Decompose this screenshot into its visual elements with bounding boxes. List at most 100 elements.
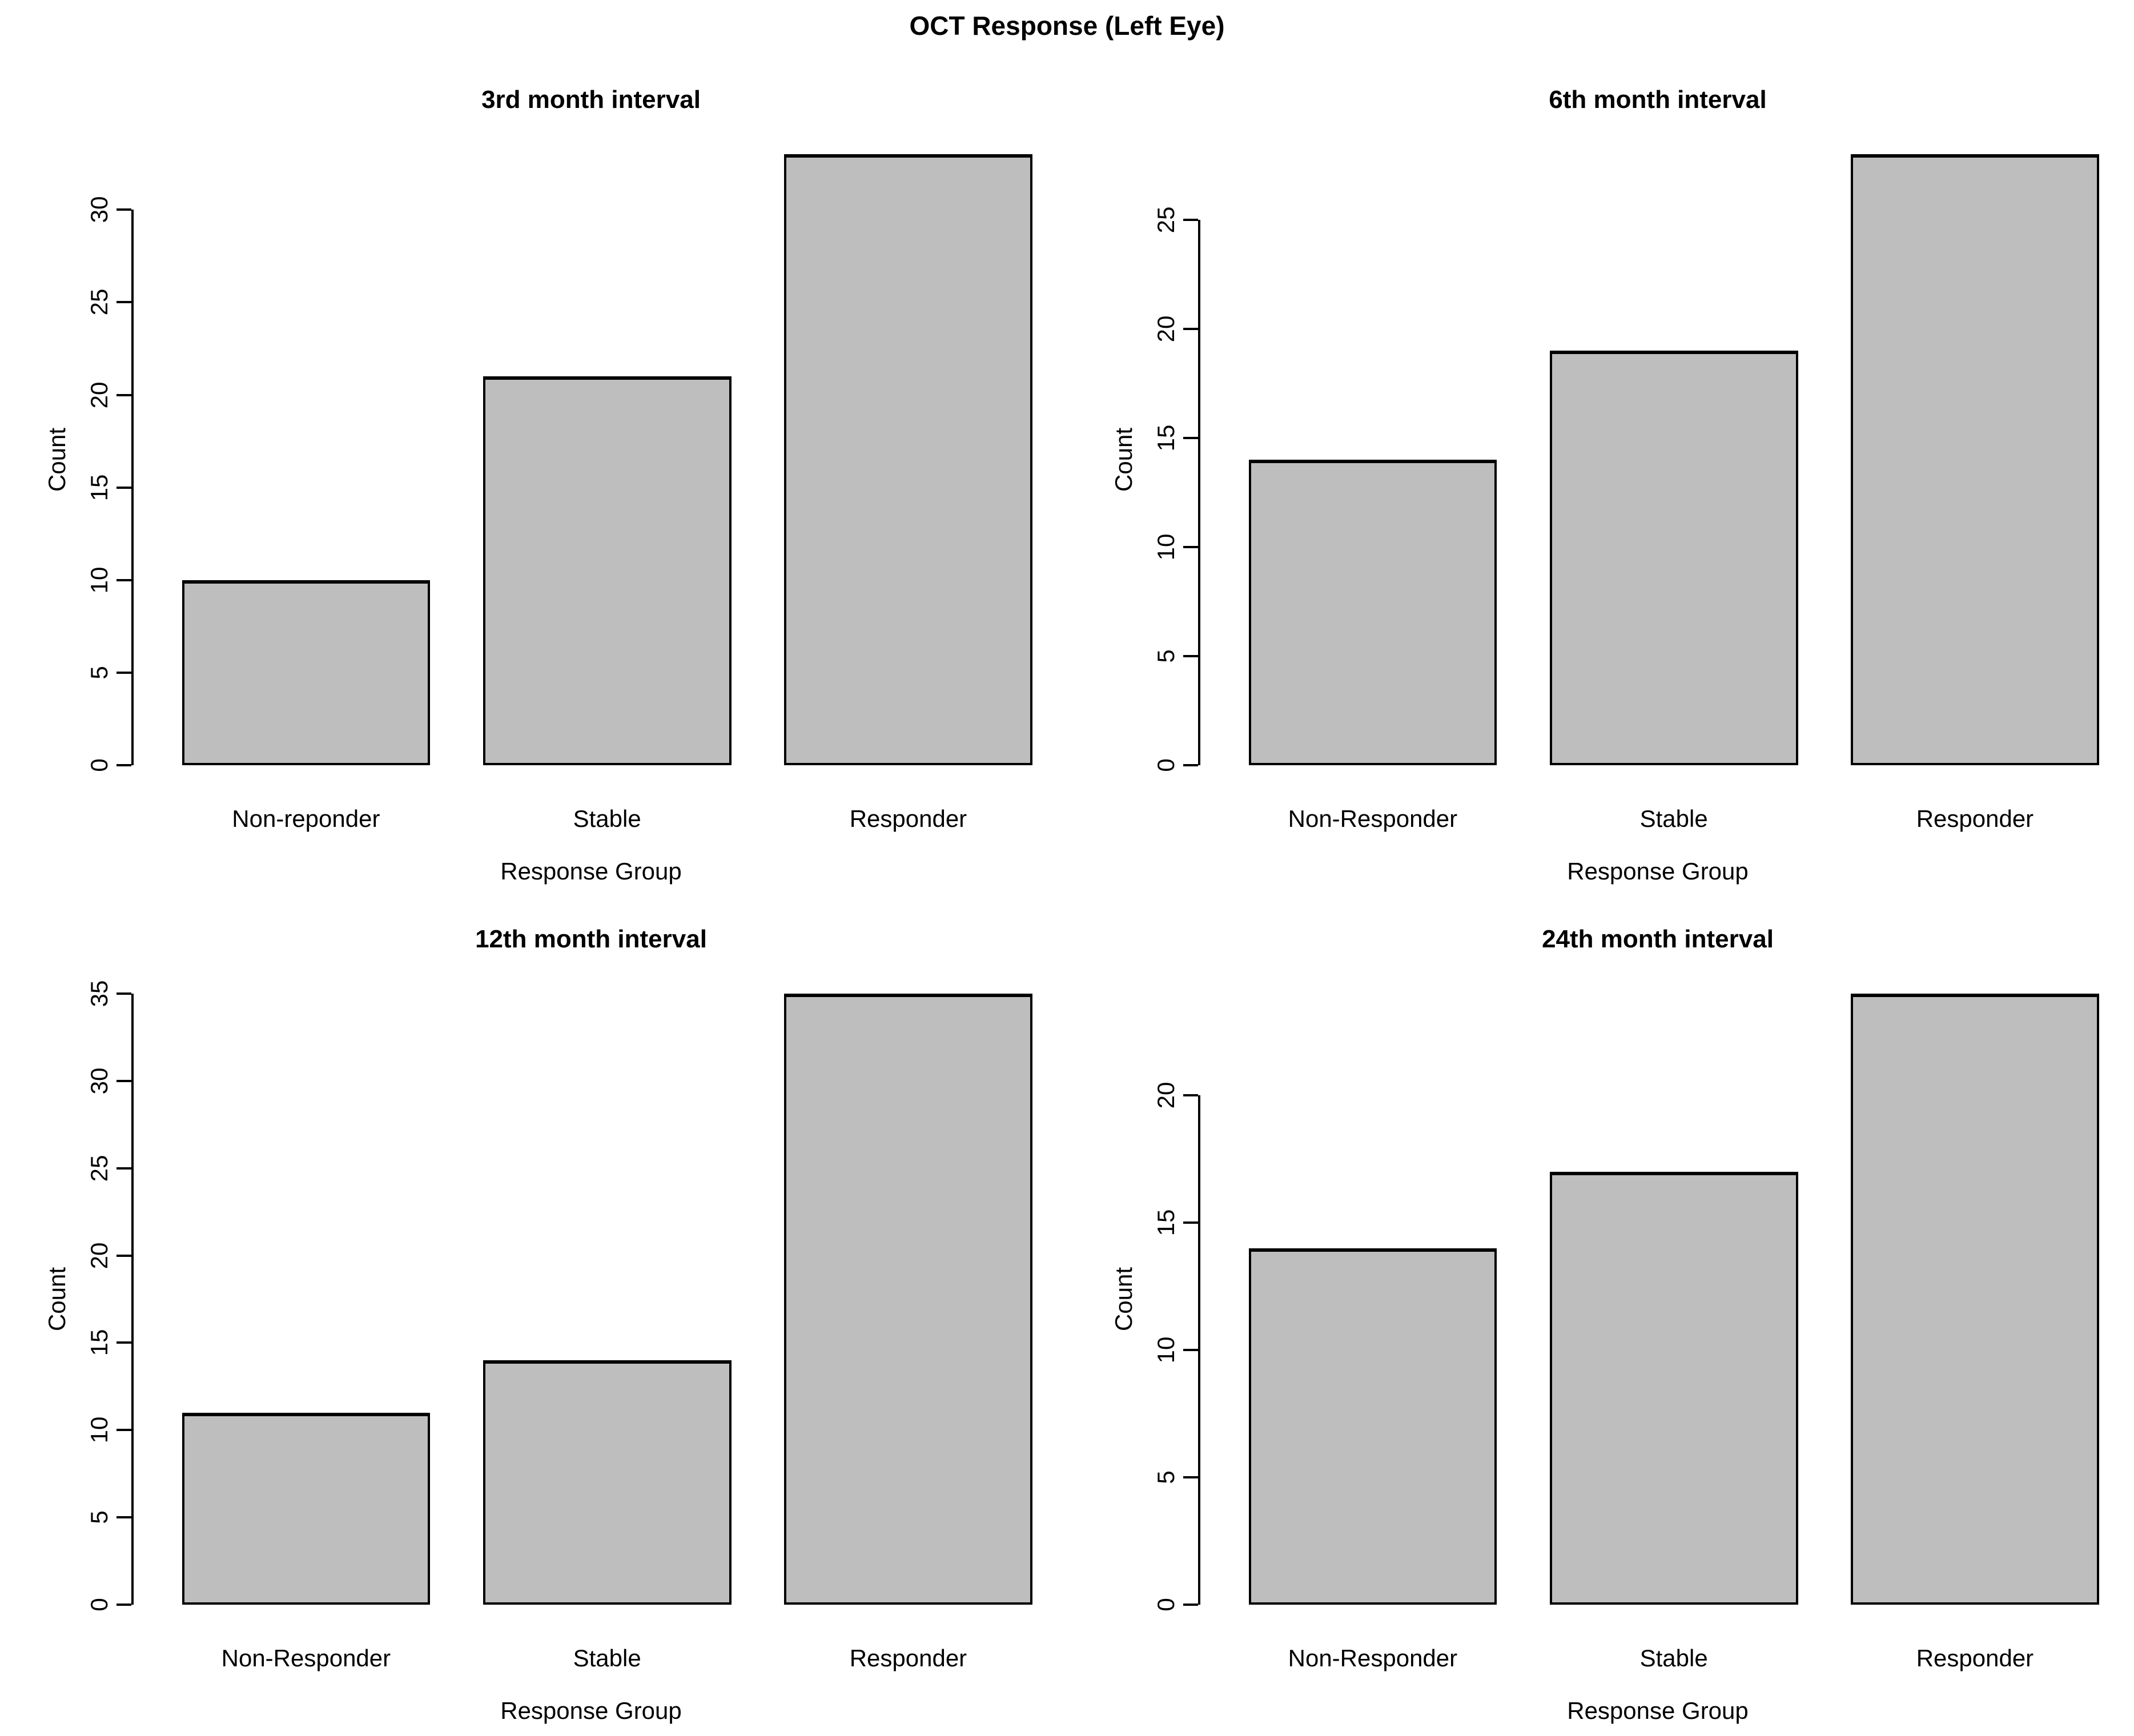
x-axis-label: Response Group [1567,1697,1749,1724]
y-tick [1183,436,1198,439]
y-tick [116,578,131,581]
bar-non-reponder [182,580,431,765]
category-labels: Non-Responder Stable Responder [1198,805,2117,839]
y-tick-label: 5 [1152,1470,1179,1484]
y-tick-label: 25 [86,1155,112,1182]
y-axis-label: Count [43,1267,70,1332]
bar-stable [483,376,732,765]
y-tick [1183,327,1198,330]
y-tick [116,1341,131,1344]
plot-area: 0 5 10 15 20 25 [1152,154,2117,772]
bar-non-responder [182,1412,431,1605]
y-tick [1183,1094,1198,1097]
y-axis-line [1198,219,1200,765]
y-tick [116,992,131,995]
y-tick [116,764,131,766]
bar-stable [1549,350,1798,765]
y-tick-label: 10 [86,566,112,594]
y-tick [116,1167,131,1170]
y-tick-label: 5 [86,666,112,680]
y-axis-label: Count [1110,427,1137,492]
chart-3rd-month-interval: 3rd month interval Count 0 5 10 15 20 25 30 No… [0,57,1067,897]
y-tick [1183,1476,1198,1479]
y-tick-label: 15 [86,474,112,501]
bar-responder [1851,154,2099,765]
category-label: Responder [1916,805,2034,832]
y-tick [116,671,131,674]
category-label: Stable [1639,805,1708,832]
chart-title: 24th month interval [1542,925,1774,953]
x-axis-label: Response Group [500,858,682,885]
chart-24th-month-interval: 24th month interval Count 0 5 10 15 20 Non-R… [1067,897,2133,1736]
y-tick-label: 5 [1152,649,1179,663]
chart-6th-month-interval: 6th month interval Count 0 5 10 15 20 25 Non-… [1067,57,2133,897]
category-label: Responder [849,805,967,832]
y-axis-label: Count [1110,1267,1137,1332]
y-tick [1183,1604,1198,1606]
y-tick [116,208,131,211]
charts-grid: 3rd month interval Count 0 5 10 15 20 25 30 No… [0,57,2134,1736]
chart-title: 12th month interval [475,925,707,953]
bar-stable [483,1360,732,1605]
y-tick-label: 0 [1152,758,1179,772]
category-labels: Non-Responder Stable Responder [1198,1645,2117,1679]
y-tick [1183,545,1198,548]
y-tick [1183,654,1198,657]
y-tick [116,1079,131,1082]
page-title: OCT Response (Left Eye) [909,11,1225,41]
x-axis-label: Response Group [1567,858,1749,885]
y-tick [1183,218,1198,221]
category-label: Responder [1916,1645,2034,1671]
y-axis-line [131,210,134,765]
y-tick [1183,1221,1198,1224]
category-label: Stable [573,1645,641,1671]
y-tick [1183,1349,1198,1352]
plot-area: 0 5 10 15 20 25 30 [86,154,1051,772]
y-tick-label: 20 [1152,1082,1179,1109]
y-tick-label: 35 [86,980,112,1007]
y-tick-label: 30 [86,1067,112,1095]
y-tick-label: 20 [1152,315,1179,343]
y-tick-label: 0 [1152,1598,1179,1612]
y-tick-label: 10 [1152,1336,1179,1364]
y-tick-label: 0 [86,758,112,772]
y-tick [116,1516,131,1519]
category-label: Non-reponder [232,805,380,832]
category-label: Stable [573,805,641,832]
y-tick [1183,764,1198,766]
bar-non-responder [1248,460,1497,765]
y-tick [116,486,131,489]
bar-stable [1549,1172,1798,1605]
category-labels: Non-reponder Stable Responder [131,805,1051,839]
plot-area: 0 5 10 15 20 25 30 35 [86,980,1051,1612]
category-labels: Non-Responder Stable Responder [131,1645,1051,1679]
chart-12th-month-interval: 12th month interval Count 0 5 10 15 20 25 30 35… [0,897,1067,1736]
y-axis-label: Count [43,427,70,492]
y-tick-label: 15 [86,1329,112,1356]
y-tick [116,1429,131,1432]
category-label: Non-Responder [221,1645,391,1671]
y-tick-label: 25 [1152,206,1179,233]
category-label: Responder [849,1645,967,1671]
chart-title: 3rd month interval [481,86,701,114]
y-tick [116,301,131,304]
y-tick-label: 15 [1152,424,1179,452]
x-axis-label: Response Group [500,1697,682,1724]
y-axis-line [1198,1095,1200,1605]
plot-area: 0 5 10 15 20 [1152,994,2117,1612]
y-tick-label: 25 [86,289,112,316]
y-axis-line [131,994,134,1605]
y-tick-label: 0 [86,1598,112,1612]
category-label: Stable [1639,1645,1708,1671]
chart-title: 6th month interval [1549,86,1767,114]
y-tick-label: 20 [86,381,112,408]
y-tick-label: 20 [86,1242,112,1269]
y-tick-label: 10 [1152,533,1179,561]
y-tick [116,393,131,396]
bar-non-responder [1248,1248,1497,1605]
bar-responder [784,994,1032,1605]
y-tick-label: 5 [86,1510,112,1524]
category-label: Non-Responder [1288,805,1458,832]
y-tick-label: 10 [86,1416,112,1444]
bar-responder [1851,994,2099,1605]
